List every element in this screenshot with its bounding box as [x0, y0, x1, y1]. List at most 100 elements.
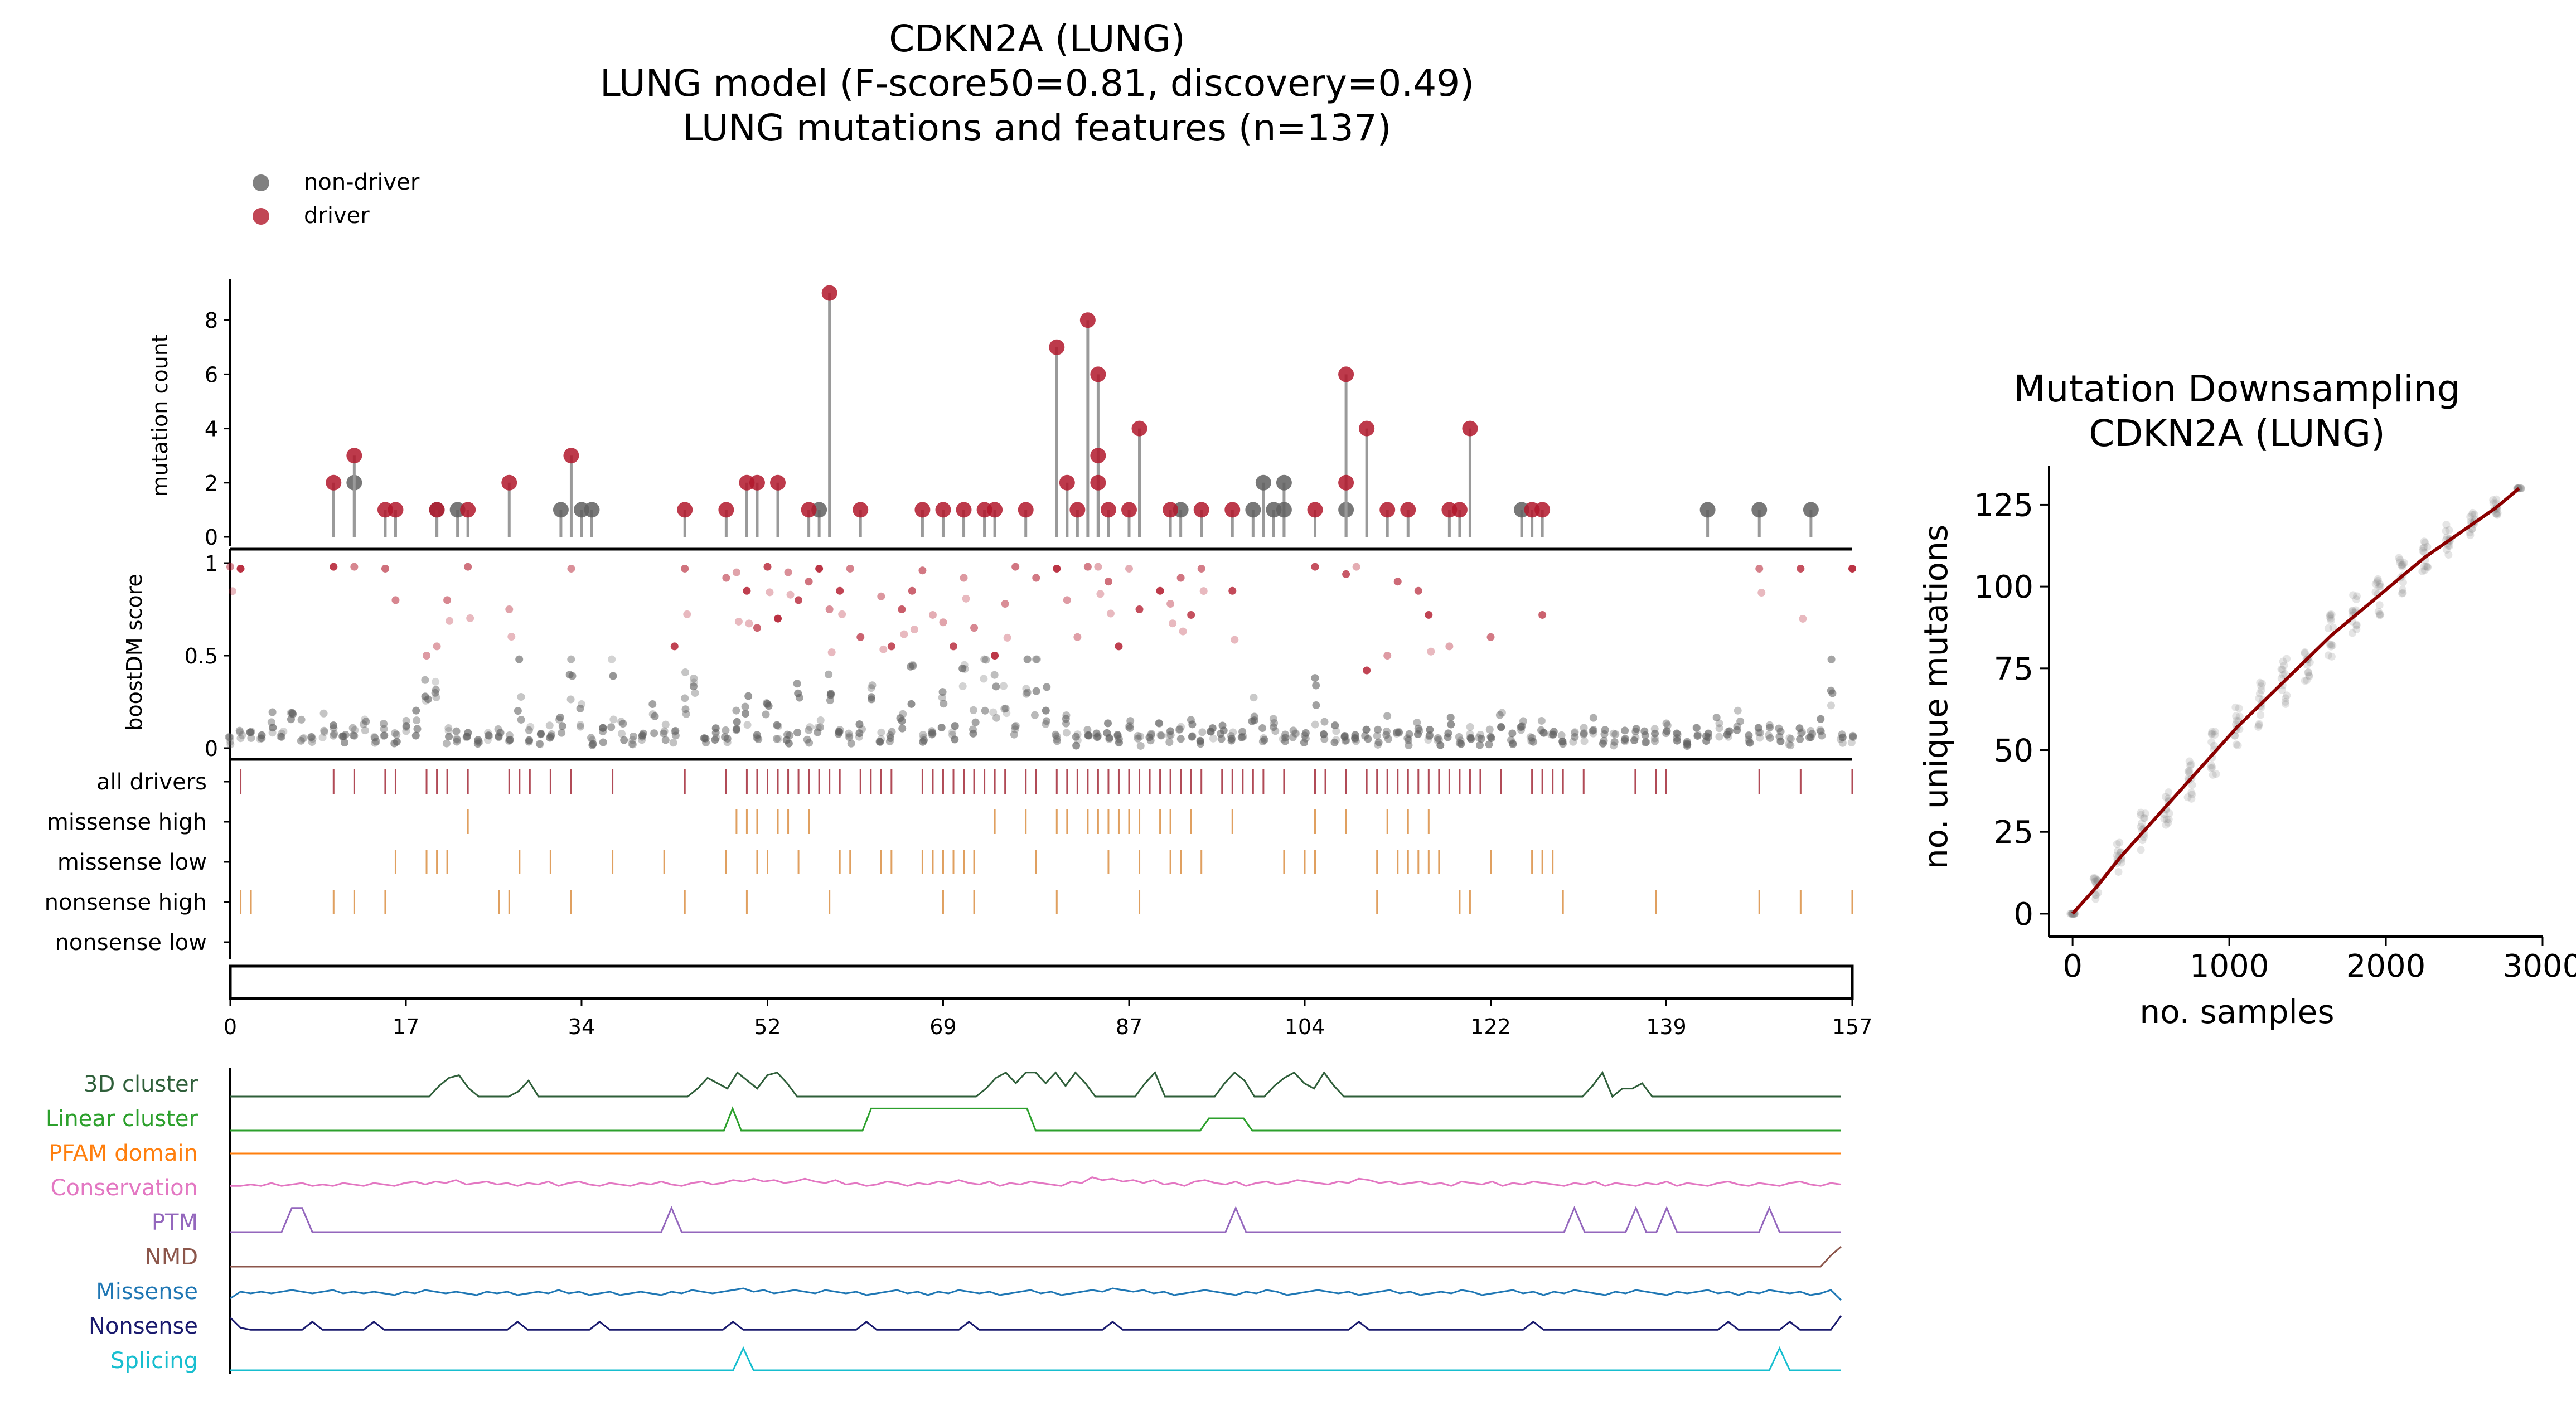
boostdm-non-driver-point: [1311, 674, 1319, 682]
boostdm-driver-point: [1797, 564, 1805, 573]
non-driver-marker: [1751, 502, 1768, 518]
boostdm-non-driver-point: [1745, 731, 1753, 740]
protein-axis-tick-label: 157: [1832, 1015, 1873, 1039]
boostdm-driver-point: [1393, 578, 1402, 586]
boostdm-non-driver-point: [576, 704, 584, 712]
boostdm-non-driver-point: [795, 694, 803, 702]
downsampling-replicate-point: [2165, 788, 2173, 797]
boostdm-non-driver-point: [1641, 731, 1649, 739]
boostdm-non-driver-point: [1320, 730, 1328, 739]
boostdm-non-driver-point: [938, 688, 947, 696]
boostdm-non-driver-point: [1848, 732, 1857, 740]
boostdm-non-driver-point: [1498, 709, 1506, 717]
downsampling-replicate-point: [2162, 821, 2170, 829]
boostdm-non-driver-point: [1198, 728, 1207, 736]
boostdm-non-driver-point: [876, 738, 884, 746]
boostdm-driver-point: [236, 564, 245, 573]
feature-label: PTM: [152, 1210, 198, 1235]
protein-axis-tick-label: 104: [1285, 1015, 1325, 1039]
downsampling-replicate-point: [2468, 508, 2477, 517]
boostdm-non-driver-point: [661, 736, 670, 744]
boostdm-non-driver-point: [969, 706, 977, 714]
boostdm-non-driver-point: [505, 731, 514, 739]
downsampling-replicate-point: [2256, 678, 2264, 687]
driver-marker: [853, 502, 869, 518]
downsampling-replicate-point: [2255, 694, 2263, 702]
boostdm-non-driver-point: [1126, 717, 1135, 725]
boostdm-non-driver-point: [1785, 740, 1793, 749]
boostdm-driver-point: [1383, 652, 1392, 660]
boostdm-non-driver-point: [899, 710, 907, 718]
boostdm-non-driver-point: [1165, 738, 1174, 746]
boostdm-non-driver-point: [877, 728, 885, 736]
boostdm-non-driver-point: [474, 736, 482, 744]
downsampling-mean-line: [2071, 487, 2520, 915]
boostdm-non-driver-point: [1642, 738, 1650, 746]
boostdm-non-driver-point: [483, 736, 492, 744]
downsampling-replicate-point: [2374, 575, 2382, 583]
downsampling-replicate-point: [2255, 721, 2263, 730]
boostdm-non-driver-point: [1662, 719, 1670, 728]
boostdm-driver-point: [443, 596, 452, 604]
boostdm-non-driver-point: [362, 718, 370, 726]
boostdm-non-driver-point: [1795, 724, 1804, 733]
boostdm-driver-point: [960, 574, 968, 582]
downsampling-replicate-point: [2418, 567, 2427, 575]
boostdm-non-driver-point: [1271, 727, 1280, 735]
legend: non-driver driver: [253, 169, 420, 229]
boostdm-non-driver-point: [845, 729, 853, 738]
downsampling-replicate-point: [2304, 668, 2313, 676]
boostdm-driver-point: [670, 642, 679, 651]
boostdm-non-driver-point: [453, 735, 461, 743]
boostdm-driver-point: [507, 633, 516, 641]
boostdm-non-driver-point: [650, 729, 658, 738]
driver-marker: [1224, 502, 1241, 518]
boostdm-non-driver-point: [247, 728, 255, 736]
boostdm-non-driver-point: [1507, 736, 1515, 744]
downsampling-xlabel: no. samples: [2139, 993, 2334, 1031]
boostdm-panel: boostDM score 0 0.5 1: [122, 549, 1857, 761]
boostdm-non-driver-point: [340, 732, 348, 740]
boostdm-non-driver-point: [1537, 716, 1546, 725]
boostdm-non-driver-point: [1426, 731, 1434, 739]
boostdm-non-driver-point: [1630, 736, 1639, 745]
boostdm-non-driver-point: [576, 721, 584, 729]
boostdm-driver-point: [1414, 586, 1422, 595]
boostdm-non-driver-point: [393, 730, 401, 739]
boostdm-driver-point: [1169, 619, 1177, 628]
boostdm-non-driver-point: [638, 733, 646, 741]
boostdm-non-driver-point: [1062, 711, 1071, 720]
boostdm-non-driver-point: [1599, 739, 1607, 748]
boostdm-driver-point: [1176, 574, 1185, 582]
downsampling-replicate-point: [2327, 640, 2336, 648]
boostdm-non-driver-point: [661, 720, 670, 729]
boostdm-non-driver-point: [1011, 723, 1019, 731]
boostdm-non-driver-point: [1320, 735, 1329, 743]
boostdm-driver-point: [877, 592, 885, 600]
boostdm-non-driver-point: [1062, 719, 1070, 728]
boostdm-non-driver-point: [723, 738, 732, 746]
boostdm-non-driver-point: [1312, 701, 1320, 709]
downsampling-replicate-point: [2324, 651, 2332, 660]
boostdm-driver-point: [1135, 605, 1144, 613]
downsampling-replicate-point: [2374, 576, 2382, 585]
downsampling-replicate-point: [2283, 655, 2291, 663]
boostdm-non-driver-point: [556, 713, 564, 721]
boostdm-non-driver-point: [307, 733, 316, 741]
downsampling-replicate-point: [2326, 614, 2335, 623]
driver-marker: [1131, 420, 1147, 437]
downsampling-replicate-point: [2374, 608, 2383, 616]
downsampling-replicate-point: [2375, 582, 2384, 590]
boostdm-non-driver-point: [1817, 727, 1825, 735]
downsampling-x-tick-label: 1000: [2190, 948, 2269, 985]
boostdm-driver-point: [1352, 563, 1360, 571]
driver-marker: [1534, 502, 1551, 518]
downsampling-replicate-point: [2254, 723, 2263, 731]
boostdm-driver-point: [1032, 574, 1040, 582]
downsampling-replicate-point: [2492, 510, 2501, 518]
boostdm-driver-point: [1197, 564, 1205, 573]
boostdm-non-driver-point: [1209, 734, 1217, 743]
downsampling-replicate-point: [2398, 561, 2406, 569]
boostdm-non-driver-point: [1405, 730, 1413, 738]
boostdm-non-driver-point: [919, 738, 927, 746]
